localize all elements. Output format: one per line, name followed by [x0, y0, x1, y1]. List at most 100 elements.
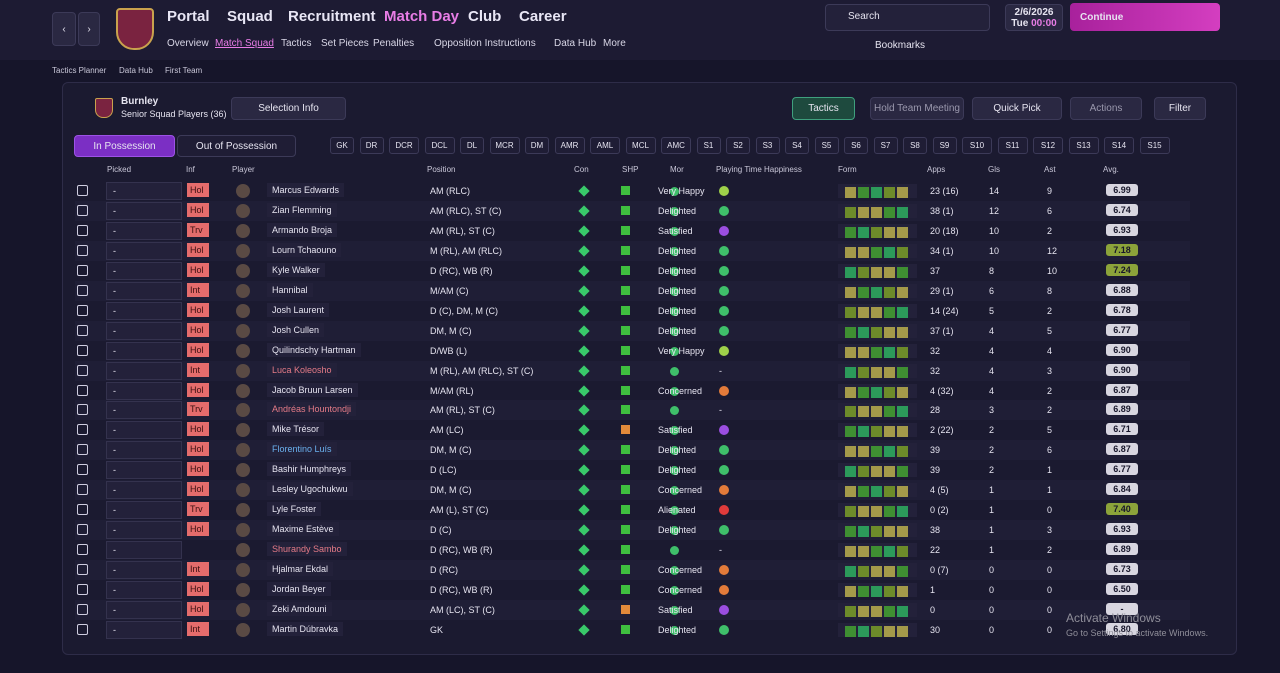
- nav-item[interactable]: Career: [519, 8, 567, 25]
- position-button[interactable]: S8: [903, 137, 927, 154]
- picked-select[interactable]: [106, 201, 182, 220]
- search[interactable]: Search: [848, 11, 880, 22]
- picked-select[interactable]: [106, 341, 182, 360]
- position-button[interactable]: S13: [1068, 137, 1099, 154]
- checkbox[interactable]: [77, 424, 88, 436]
- position-button[interactable]: S2: [726, 137, 750, 154]
- checkbox[interactable]: [77, 564, 88, 576]
- picked-select[interactable]: [106, 481, 182, 500]
- picked-select[interactable]: [106, 182, 182, 200]
- nav-item[interactable]: Match Day: [384, 8, 460, 25]
- position-button[interactable]: MCL: [625, 137, 656, 154]
- nav-item[interactable]: Portal: [167, 8, 210, 25]
- position-button[interactable]: S11: [997, 137, 1028, 154]
- tab-out-of-possession[interactable]: Out of Possession: [177, 135, 296, 157]
- tab-in-possession[interactable]: In Possession: [74, 135, 175, 157]
- column-header[interactable]: Player: [232, 165, 255, 174]
- column-header[interactable]: Form: [838, 165, 857, 174]
- subnav-item[interactable]: Set Pieces: [321, 38, 369, 49]
- position-button[interactable]: DL: [460, 137, 484, 154]
- position-button[interactable]: AML: [590, 137, 620, 154]
- position-button[interactable]: S12: [1033, 137, 1063, 154]
- subnav-item[interactable]: More: [603, 38, 626, 49]
- position-button[interactable]: DCR: [389, 137, 419, 154]
- checkbox[interactable]: [77, 244, 88, 256]
- bookmarks[interactable]: Bookmarks: [875, 40, 926, 51]
- column-header[interactable]: Inf: [186, 165, 195, 174]
- checkbox[interactable]: [77, 264, 88, 276]
- column-header[interactable]: Con: [574, 165, 589, 174]
- continue-button[interactable]: Continue: [1070, 3, 1220, 31]
- position-button[interactable]: S4: [785, 137, 809, 154]
- picked-select[interactable]: [106, 501, 182, 520]
- column-header[interactable]: Picked: [107, 165, 132, 174]
- position-button[interactable]: S7: [873, 137, 898, 154]
- breadcrumb-item[interactable]: Data Hub: [119, 66, 153, 75]
- checkbox[interactable]: [77, 444, 88, 456]
- date-box[interactable]: 2/6/2026 Tue 00:00: [1005, 4, 1063, 31]
- checkbox[interactable]: [77, 544, 88, 556]
- position-button[interactable]: S6: [844, 137, 868, 154]
- column-header[interactable]: Avg.: [1103, 165, 1119, 174]
- nav-item[interactable]: Squad: [227, 8, 273, 25]
- checkbox[interactable]: [77, 524, 88, 536]
- position-button[interactable]: DR: [359, 137, 384, 154]
- picked-select[interactable]: [106, 261, 182, 280]
- quick-pick[interactable]: Quick Pick: [972, 97, 1062, 120]
- checkbox[interactable]: [77, 584, 88, 595]
- column-header[interactable]: Playing Time Happiness: [716, 165, 802, 174]
- column-header[interactable]: SHP: [622, 165, 639, 174]
- picked-select[interactable]: [106, 581, 182, 599]
- subnav-item[interactable]: Penalties: [373, 38, 415, 49]
- column-header[interactable]: Ast: [1044, 165, 1056, 174]
- hold-meeting[interactable]: Hold Team Meeting: [870, 97, 964, 120]
- checkbox[interactable]: [77, 603, 88, 615]
- checkbox[interactable]: [77, 504, 88, 516]
- checkbox[interactable]: [77, 224, 88, 236]
- back-button[interactable]: ‹: [52, 12, 76, 46]
- subnav-item[interactable]: Tactics: [281, 38, 312, 49]
- position-button[interactable]: S1: [696, 137, 721, 154]
- position-button[interactable]: S3: [755, 137, 780, 154]
- position-button[interactable]: AMC: [661, 137, 691, 154]
- tactics-button[interactable]: Tactics: [792, 97, 855, 120]
- checkbox[interactable]: [77, 324, 88, 336]
- position-button[interactable]: DM: [525, 137, 549, 154]
- column-header[interactable]: Apps: [927, 165, 946, 174]
- checkbox[interactable]: [77, 364, 88, 376]
- checkbox[interactable]: [77, 404, 88, 416]
- checkbox[interactable]: [77, 185, 88, 196]
- actions[interactable]: Actions: [1070, 97, 1142, 120]
- subnav-item[interactable]: Opposition Instructions: [434, 38, 536, 49]
- nav-item[interactable]: Club: [468, 8, 502, 25]
- picked-select[interactable]: [106, 600, 182, 619]
- picked-select[interactable]: [106, 221, 182, 240]
- picked-select[interactable]: [106, 461, 182, 480]
- nav-item[interactable]: Recruitment: [288, 8, 376, 25]
- checkbox[interactable]: [77, 623, 88, 635]
- checkbox[interactable]: [77, 204, 88, 216]
- subnav-item[interactable]: Overview: [167, 38, 209, 49]
- picked-select[interactable]: [106, 620, 182, 639]
- picked-select[interactable]: [106, 321, 182, 340]
- position-button[interactable]: S14: [1104, 137, 1134, 154]
- filter[interactable]: Filter: [1154, 97, 1206, 120]
- picked-select[interactable]: [106, 521, 182, 540]
- position-button[interactable]: GK: [330, 137, 354, 154]
- checkbox[interactable]: [77, 284, 88, 296]
- position-button[interactable]: S10: [962, 137, 992, 154]
- breadcrumb-item[interactable]: Tactics Planner: [52, 66, 107, 75]
- position-button[interactable]: AMR: [554, 137, 585, 154]
- forward-button[interactable]: ›: [78, 12, 100, 46]
- column-header[interactable]: Mor: [670, 165, 684, 174]
- picked-select[interactable]: [106, 541, 182, 560]
- picked-select[interactable]: [106, 361, 182, 380]
- subnav-item[interactable]: Data Hub: [554, 38, 597, 49]
- picked-select[interactable]: [106, 561, 182, 580]
- picked-select[interactable]: [106, 441, 182, 460]
- breadcrumb-item[interactable]: First Team: [165, 66, 203, 75]
- club-crest[interactable]: [116, 8, 154, 50]
- column-header[interactable]: Gls: [988, 165, 1000, 174]
- checkbox[interactable]: [77, 384, 88, 396]
- checkbox[interactable]: [77, 464, 88, 476]
